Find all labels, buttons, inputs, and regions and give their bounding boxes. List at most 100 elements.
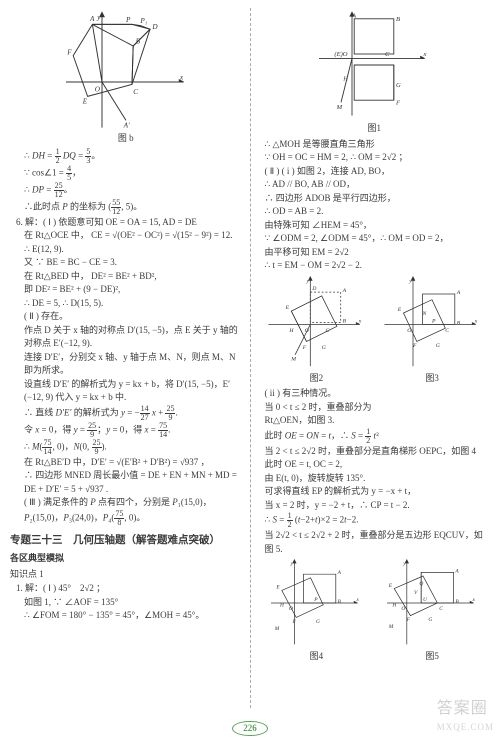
problem-6-head: 6. 解：( Ⅰ ) 依题意可知 OE = OA = 15, AD = DE: [10, 216, 242, 230]
figure-5-label: 图5: [382, 650, 482, 664]
figure-b: A x y B C D E F O P P₁ A': [56, 10, 196, 130]
left-column: A x y B C D E F O P P₁ A' 图 b ∴ DH = 12 …: [10, 8, 242, 708]
text-line: ∴ DH = 12 DQ = 53。: [10, 148, 242, 165]
svg-text:M: M: [336, 104, 343, 111]
figure-3: xy AB CE FG NO P: [382, 275, 482, 370]
figure-4-label: 图4: [266, 650, 366, 664]
svg-text:x: x: [474, 318, 478, 324]
svg-text:O: O: [402, 606, 406, 612]
text-line: ∴ 四边形 ADOB 是平行四边形，: [259, 192, 491, 206]
svg-text:A': A': [122, 122, 129, 130]
svg-text:H: H: [392, 603, 398, 609]
svg-text:y: y: [408, 278, 412, 284]
svg-text:E: E: [276, 585, 281, 591]
svg-text:y: y: [306, 278, 310, 284]
figure-2: xy DA BC EF GH MO: [266, 275, 366, 370]
figure-row-45: xy AB EF GH MO P 图4: [259, 556, 491, 666]
section-33-title: 专题三十三 几何压轴题（解答题难点突破）: [10, 533, 242, 549]
svg-text:E: E: [82, 98, 88, 106]
text-line: ∴ 四边形 MNED 周长最小值 = DE + EN + MN + MD = D…: [10, 469, 242, 496]
svg-text:G: G: [322, 345, 326, 351]
text-line: 令 x = 0，得 y = 259；y = 0，得 x = 7514.: [10, 422, 242, 439]
text-line: ∴ DP = 2512。: [10, 182, 242, 199]
text-line: 在 Rt△BE′D 中，D′E′ = √(E′B² + D′B²) = √937…: [10, 456, 242, 470]
svg-text:F: F: [406, 617, 411, 623]
text-line: ∵ OH = OC = HM = 2, ∴ OM = 2√2 ；: [259, 151, 491, 165]
svg-text:C: C: [445, 328, 449, 334]
svg-text:G: G: [316, 619, 320, 625]
text-line: 当 0 < t ≤ 2 时，重叠部分为: [259, 401, 491, 415]
svg-text:x: x: [472, 597, 476, 603]
text-line: ∴ ∠FOM = 180° − 135° = 45°，∠MOH = 45°。: [10, 609, 242, 623]
svg-text:G: G: [429, 617, 433, 623]
svg-text:F: F: [292, 619, 297, 625]
svg-text:D: D: [312, 286, 318, 292]
text-line: ∴ △MOH 是等腰直角三角形: [259, 138, 491, 152]
svg-text:C: C: [326, 328, 330, 334]
svg-text:C: C: [385, 51, 390, 58]
text-line: 由平移可知 EM = 2√2: [259, 246, 491, 260]
figure-5: xy AB CF GH MO QU VE: [382, 558, 482, 648]
svg-text:x: x: [358, 318, 362, 324]
svg-text:D: D: [151, 23, 158, 31]
svg-text:C: C: [133, 88, 138, 96]
svg-text:B: B: [135, 38, 140, 46]
text-line: 作点 D 关于 x 轴的对称点 D′(15, −5)，点 E 关于 y 轴的对称…: [10, 324, 242, 351]
text-line: ( Ⅱ ) 存在。: [10, 310, 242, 324]
text-line: ( Ⅱ ) ( i ) 如图 2，连接 AD, BO，: [259, 165, 491, 179]
svg-text:B: B: [457, 320, 461, 326]
svg-text:A: A: [455, 568, 460, 574]
page: A x y B C D E F O P P₁ A' 图 b ∴ DH = 12 …: [0, 0, 500, 740]
svg-text:H: H: [342, 75, 349, 82]
svg-text:C: C: [439, 606, 443, 612]
figure-2-label: 图2: [266, 372, 366, 386]
figure-1-label: 图1: [259, 122, 491, 136]
text-line: 设直线 D′E′ 的解析式为 y = kx + b，将 D′(15, −5)，E…: [10, 378, 242, 405]
text-line: ∵ ∠ODM = 2, ∠ODM = 45°，∴ OM = OD = 2，: [259, 232, 491, 246]
text-line: 如图 1, ∵ ∠AOF = 135°: [10, 596, 242, 610]
text-line: 此时 OE = ON = t，∴ S = 12 t²: [259, 428, 491, 445]
svg-text:B: B: [338, 599, 342, 605]
figure-3-label: 图3: [382, 372, 482, 386]
text-line: ( ii ) 有三种情况。: [259, 387, 491, 401]
text-line: 1. 解：( Ⅰ ) 45° 2√2 ；: [10, 582, 242, 596]
text-line: ∴ 直线 D′E′ 的解析式为 y = −1427 x + 259.: [10, 405, 242, 422]
svg-text:E: E: [285, 305, 290, 311]
svg-text:P: P: [125, 16, 131, 24]
svg-text:E: E: [388, 583, 393, 589]
svg-text:O: O: [95, 86, 101, 94]
svg-text:M: M: [274, 626, 280, 632]
text-line: ∴ OD = AB = 2.: [259, 205, 491, 219]
svg-text:(E)O: (E)O: [335, 51, 348, 58]
text-line: 当 2√2 < t ≤ 2√2 + 2 时，重叠部分是五边形 EQCUV，如图 …: [259, 529, 491, 556]
page-number-value: 226: [232, 721, 268, 737]
svg-text:F: F: [66, 48, 72, 56]
svg-text:x: x: [179, 74, 184, 82]
text-line: ∴ E(12, 9).: [10, 243, 242, 257]
text-line: 即 DE² = BE² + (9 − DE)²,: [10, 283, 242, 297]
figure-1: x (E)O A B C G F H M: [319, 10, 429, 120]
text-line: 当 2 < t ≤ 2√2 时，重叠部分是直角梯形 OEPC，如图 4: [259, 445, 491, 459]
svg-text:O: O: [407, 328, 411, 334]
svg-text:B: B: [456, 599, 460, 605]
svg-text:O: O: [289, 606, 293, 612]
svg-text:P: P: [314, 597, 319, 603]
svg-text:G: G: [396, 82, 401, 89]
text-line: ∴此时点 P 的坐标为 (5512, 5)。: [10, 199, 242, 216]
svg-text:O: O: [305, 328, 309, 334]
text-line: ∴ S = 12 (t−2+t)×2 = 2t−2.: [259, 512, 491, 529]
svg-text:P: P: [431, 318, 436, 324]
text-line: ∵ cos∠1 = 45，: [10, 165, 242, 182]
text-line: 此时 OE = t, OC = 2,: [259, 458, 491, 472]
figure-row-23: xy DA BC EF GH MO 图2: [259, 273, 491, 388]
section-33-sub2: 知识点 1: [10, 568, 242, 582]
svg-text:N: N: [422, 310, 428, 316]
svg-text:B: B: [396, 16, 400, 23]
svg-text:F: F: [395, 100, 401, 107]
page-number: 226: [0, 721, 500, 737]
svg-text:Q: Q: [420, 581, 424, 587]
svg-text:V: V: [414, 590, 418, 596]
svg-text:E: E: [397, 307, 402, 313]
text-line: ( Ⅲ ) 满足条件的 P 点有四个，分别是 P₁(15,0)，P₂(15,0)…: [10, 496, 242, 527]
svg-text:H: H: [279, 603, 285, 609]
